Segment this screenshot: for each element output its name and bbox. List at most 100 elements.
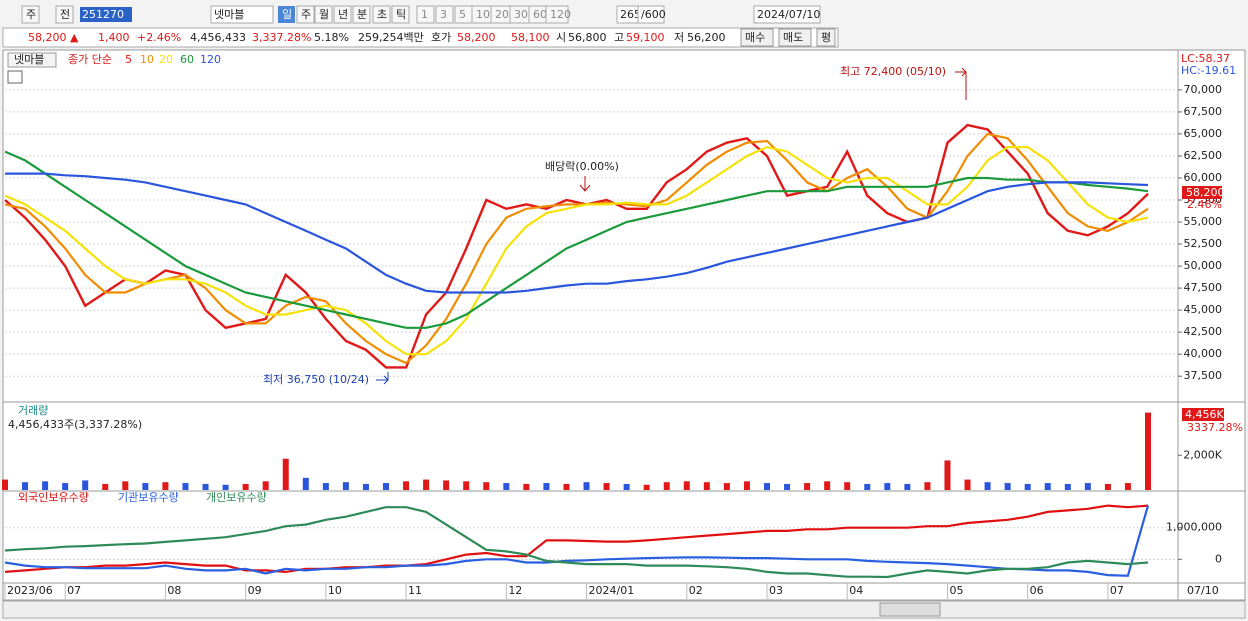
- toolbar-text[interactable]: 년: [338, 8, 348, 21]
- quote-text[interactable]: 매도: [783, 31, 803, 44]
- quote-text: 저: [674, 31, 684, 44]
- toolbar-button[interactable]: [372, 5, 391, 24]
- toolbar-text[interactable]: 251270: [82, 8, 124, 21]
- toolbar-text[interactable]: 3: [440, 8, 447, 21]
- toolbar-button[interactable]: [333, 5, 352, 24]
- volume-bar: [884, 483, 891, 490]
- volume-annotation: 3337.28%: [1187, 421, 1243, 434]
- volume-bar: [322, 483, 329, 490]
- x-tick-label: 07: [1110, 584, 1124, 597]
- toolbar-text[interactable]: 1: [421, 8, 428, 21]
- volume-bar: [543, 483, 550, 490]
- toolbar-text[interactable]: 10: [476, 8, 490, 21]
- toolbar-text[interactable]: /600: [641, 8, 666, 21]
- x-end-label: 07/10: [1187, 584, 1219, 597]
- quote-text[interactable]: 매수: [745, 31, 765, 44]
- series-line: [4, 150, 1149, 329]
- quote-bar: [2, 27, 839, 48]
- toolbar-text[interactable]: 30: [514, 8, 528, 21]
- quote-text: +2.46%: [137, 31, 181, 44]
- code-input[interactable]: [80, 7, 132, 22]
- symbol-box: [7, 52, 57, 68]
- y-tick-label: 67,500: [1184, 105, 1223, 118]
- volume-bar: [22, 482, 29, 490]
- volume-bar: [603, 483, 610, 490]
- volume-bar: [683, 481, 690, 490]
- volume-bar: [383, 483, 389, 490]
- low-arrow: [376, 372, 389, 385]
- order-button[interactable]: [740, 28, 774, 47]
- volume-bar: [42, 481, 49, 490]
- toolbar-button[interactable]: [314, 5, 333, 24]
- toolbar-text[interactable]: 일: [282, 7, 292, 21]
- toolbar-text[interactable]: 265: [620, 8, 641, 21]
- series-line: [4, 145, 1149, 356]
- toolbar-text[interactable]: 분: [357, 8, 367, 21]
- volume-bar: [844, 482, 851, 490]
- quote-text[interactable]: 평: [821, 31, 831, 44]
- y-tick-label: 0: [1215, 552, 1222, 565]
- toolbar-text[interactable]: 60: [533, 8, 547, 21]
- toolbar-button[interactable]: [545, 5, 569, 24]
- toolbar-button[interactable]: [391, 5, 410, 24]
- toolbar-field[interactable]: [753, 5, 821, 24]
- toolbar-button[interactable]: [435, 5, 454, 24]
- quote-text: 58,200: [457, 31, 496, 44]
- toolbar-button[interactable]: [21, 5, 40, 24]
- toolbar-button[interactable]: [352, 5, 371, 24]
- volume-bar: [804, 483, 811, 490]
- toolbar-text[interactable]: 주: [301, 8, 311, 21]
- toolbar-text[interactable]: 초: [377, 8, 387, 21]
- toolbar-text[interactable]: 전: [60, 8, 70, 21]
- quote-text: 56,200: [687, 31, 726, 44]
- x-tick-label: 10: [328, 584, 342, 597]
- toolbar-text[interactable]: 주: [26, 8, 36, 21]
- volume-bar: [864, 483, 871, 490]
- quote-text: 호가: [431, 31, 451, 44]
- quote-text: 59,100: [626, 31, 665, 44]
- toolbar-text[interactable]: 넷마블: [214, 8, 244, 21]
- toolbar-text[interactable]: 20: [495, 8, 509, 21]
- volume-bar: [443, 480, 450, 490]
- legend-entry: 외국인보유수량: [18, 491, 89, 504]
- volume-bar: [483, 482, 490, 490]
- volume-bar: [563, 483, 570, 490]
- order-button[interactable]: [816, 28, 836, 47]
- toolbar-text[interactable]: 120: [550, 8, 571, 21]
- volume-bar: [1024, 483, 1031, 490]
- legend-entry: 120: [200, 53, 221, 66]
- quote-text: 4,456,433: [190, 31, 246, 44]
- toolbar-text[interactable]: 5: [459, 8, 466, 21]
- y-tick-label: 55,000: [1184, 215, 1223, 228]
- quote-text: 56,800: [568, 31, 607, 44]
- scrollbar[interactable]: [2, 600, 1246, 619]
- lc-label: LC:58.37: [1181, 52, 1230, 65]
- y-tick-label: 65,000: [1184, 127, 1223, 140]
- toolbar-field[interactable]: [210, 5, 274, 24]
- toolbar-text[interactable]: 2024/07/10: [757, 8, 820, 21]
- hc-label: HC:-19.61: [1181, 64, 1236, 77]
- scroll-buttons[interactable]: [879, 602, 941, 617]
- order-button[interactable]: [778, 28, 812, 47]
- volume-bar: [162, 482, 169, 490]
- toolbar-text[interactable]: 틱: [396, 8, 406, 21]
- volume-bar: [904, 483, 911, 490]
- toolbar-text[interactable]: 월: [319, 8, 329, 21]
- volume-bar: [62, 483, 69, 490]
- quote-text: 58,100: [511, 31, 550, 44]
- volume-bar: [82, 480, 89, 490]
- x-tick-label: 12: [508, 584, 522, 597]
- y-tick-label: 2,000K: [1183, 448, 1222, 461]
- volume-title: 거래량: [18, 404, 48, 417]
- legend-entry: 20: [159, 53, 173, 66]
- price-tag: [1182, 186, 1222, 199]
- quote-text: 고: [614, 31, 624, 44]
- toolbar-button[interactable]: [296, 5, 315, 24]
- toolbar-button[interactable]: [55, 5, 74, 24]
- toolbar-button[interactable]: [416, 5, 435, 24]
- period-button[interactable]: [278, 6, 295, 23]
- toolbar-field[interactable]: [637, 5, 665, 24]
- low-annotation: 최저 36,750 (10/24): [263, 373, 369, 386]
- chart-frame: [2, 49, 1246, 601]
